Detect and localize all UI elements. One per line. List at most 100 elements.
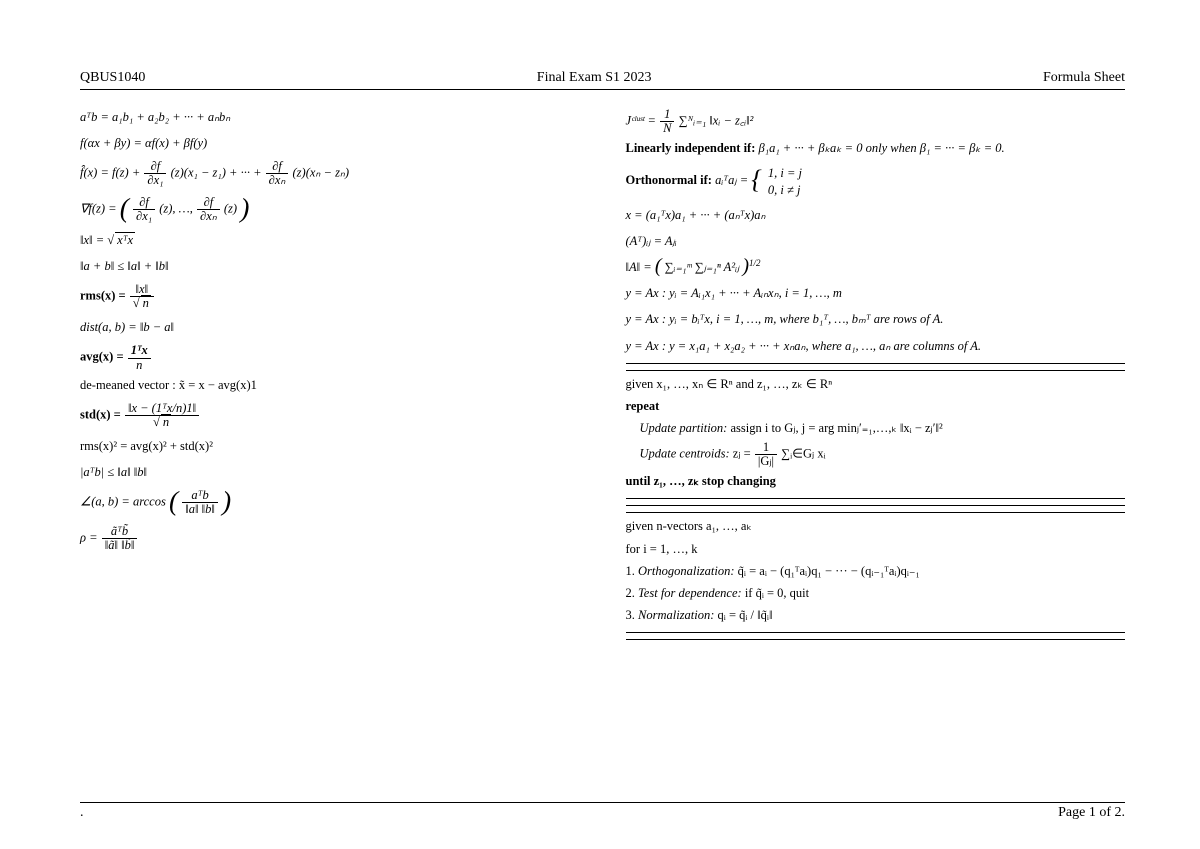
denom: ∂xₙ xyxy=(266,173,289,187)
text: (z)(xₙ − zₙ) xyxy=(293,166,350,180)
radical-icon xyxy=(107,233,114,247)
fraction: ‖x‖ n xyxy=(130,283,154,310)
label: Update centroids: xyxy=(640,447,733,461)
right-column: Jᶜˡᵘˢᵗ = 1 N ∑ᴺᵢ₌₁ ‖xᵢ − z꜀ᵢ‖² Linearly … xyxy=(626,108,1126,646)
paren-left: ( xyxy=(120,198,129,217)
kmeans-centroids: Update centroids: zⱼ = 1 |Gⱼ| ∑ᵢ∈Gⱼ xᵢ xyxy=(626,441,1126,468)
exponent: 1/2 xyxy=(749,258,761,268)
formula-norm: ‖x‖ = xᵀx xyxy=(80,231,580,249)
algorithm-gram-schmidt: given n-vectors a₁, …, aₖ for i = 1, …, … xyxy=(626,512,1126,633)
denom: n xyxy=(125,415,199,429)
kmeans-partition: Update partition: assign i to Gⱼ, j = ar… xyxy=(626,419,1126,437)
numer: 1 xyxy=(660,108,674,121)
fraction: 1ᵀx n xyxy=(128,344,151,371)
brace-icon: { xyxy=(751,171,762,189)
footer: . Page 1 of 2. xyxy=(80,798,1125,821)
text: ‖A‖ = xyxy=(626,260,655,274)
body: if q̃ᵢ = 0, quit xyxy=(745,586,809,600)
case-row: 0, i ≠ j xyxy=(768,182,802,198)
formula-demeaned: de-meaned vector : x̃ = x − avg(x)1 xyxy=(80,376,580,394)
formula-linearity: f(αx + βy) = αf(x) + βf(y) xyxy=(80,134,580,152)
formula-std: std(x) = ‖x − (1ᵀx/n)1‖ n xyxy=(80,402,580,429)
denom: N xyxy=(660,121,674,135)
formula-rms: rms(x) = ‖x‖ n xyxy=(80,283,580,310)
formula-cauchy: |aᵀb| ≤ ‖a‖ ‖b‖ xyxy=(80,463,580,481)
formula-angle: ∠(a, b) = arccos ( aᵀb ‖a‖ ‖b‖ ) xyxy=(80,489,580,516)
numer: ∂f xyxy=(266,160,289,173)
gs-for: for i = 1, …, k xyxy=(626,540,1126,558)
algorithm-kmeans: given x₁, …, xₙ ∈ Rⁿ and z₁, …, zₖ ∈ Rⁿ … xyxy=(626,370,1126,500)
label: Orthonormal if: xyxy=(626,174,716,188)
header-rule xyxy=(80,89,1125,90)
numer: 1 xyxy=(755,441,777,454)
text: Jᶜˡᵘˢᵗ = xyxy=(626,114,660,128)
left-column: aᵀb = a₁b₁ + a₂b₂ + ··· + aₙbₙ f(αx + βy… xyxy=(80,108,580,646)
formula-inner-product: aᵀb = a₁b₁ + a₂b₂ + ··· + aₙbₙ xyxy=(80,108,580,126)
formula-gradient: ∇f(z) = ( ∂f ∂x₁ (z), …, ∂f ∂xₙ (z) ) xyxy=(80,196,580,223)
text: ‖x‖ = xyxy=(80,233,107,247)
fraction: aᵀb ‖a‖ ‖b‖ xyxy=(182,489,218,516)
radicand: xᵀx xyxy=(115,232,135,247)
denom: ∂xₙ xyxy=(197,209,220,223)
num: 1. xyxy=(626,564,639,578)
body: qᵢ = q̃ᵢ / ‖q̃ᵢ‖ xyxy=(718,608,773,622)
footer-left: . xyxy=(80,805,84,821)
text: ρ = xyxy=(80,530,101,544)
numer: aᵀb xyxy=(182,489,218,502)
formula-ax-elem: y = Ax : yᵢ = Aᵢ₁x₁ + ··· + Aᵢₙxₙ, i = 1… xyxy=(626,284,1126,302)
formula-orthonormal: Orthonormal if: aᵢᵀaⱼ = { 1, i = j 0, i … xyxy=(626,165,1126,198)
text: f̂(x) = f(z) + xyxy=(80,166,143,180)
text: ∑ᴺᵢ₌₁ ‖xᵢ − z꜀ᵢ‖² xyxy=(679,114,754,128)
text: zⱼ = xyxy=(733,447,754,461)
numer: ∂f xyxy=(133,196,155,209)
numer: ∂f xyxy=(144,160,166,173)
gs-step3: 3. Normalization: qᵢ = q̃ᵢ / ‖q̃ᵢ‖ xyxy=(626,606,1126,624)
paren-left: ( xyxy=(655,259,662,273)
separator xyxy=(626,505,1126,506)
text: (z)(x₁ − z₁) + ··· + xyxy=(171,166,265,180)
paren-right: ) xyxy=(240,198,249,217)
formula-correlation: ρ = ãᵀb̃ ‖ã‖ ‖b̃‖ xyxy=(80,525,580,552)
body: assign i to Gⱼ, j = arg minⱼ′₌₁,…,ₖ ‖xᵢ … xyxy=(730,421,942,435)
text: ∇f(z) = xyxy=(80,201,120,215)
fraction: ∂f ∂xₙ xyxy=(197,196,220,223)
text: ∠(a, b) = arccos xyxy=(80,495,166,509)
separator xyxy=(626,363,1126,364)
formula-transpose: (Aᵀ)ᵢⱼ = Aⱼᵢ xyxy=(626,232,1126,250)
paren-right: ) xyxy=(742,259,749,273)
label: Update partition: xyxy=(640,421,731,435)
formula-frobenius: ‖A‖ = ( ∑ᵢ₌₁ᵐ ∑ⱼ₌₁ⁿ A²ᵢⱼ )1/2 xyxy=(626,258,1126,276)
text: until z₁, …, zₖ stop changing xyxy=(626,474,776,488)
num: 3. xyxy=(626,608,639,622)
label: Test for dependence: xyxy=(638,586,745,600)
text: rms(x) = xyxy=(80,289,129,303)
formula-ax-rows: y = Ax : yᵢ = bᵢᵀx, i = 1, …, m, where b… xyxy=(626,310,1126,328)
denom: ‖ã‖ ‖b̃‖ xyxy=(102,538,138,552)
gs-given: given n-vectors a₁, …, aₖ xyxy=(626,517,1126,535)
body: β₁a₁ + ··· + βₖaₖ = 0 only when β₁ = ···… xyxy=(759,141,1005,155)
header-left: QBUS1040 xyxy=(80,70,145,86)
gs-step2: 2. Test for dependence: if q̃ᵢ = 0, quit xyxy=(626,584,1126,602)
paren-left: ( xyxy=(169,491,178,510)
denom: n xyxy=(128,358,151,372)
formula-ax-cols: y = Ax : y = x₁a₁ + x₂a₂ + ··· + xₙaₙ, w… xyxy=(626,337,1126,355)
formula-triangle: ‖a + b‖ ≤ ‖a‖ + ‖b‖ xyxy=(80,257,580,275)
denom: ∂x₁ xyxy=(144,173,166,187)
denom: ‖a‖ ‖b‖ xyxy=(182,502,218,516)
formula-jclust: Jᶜˡᵘˢᵗ = 1 N ∑ᴺᵢ₌₁ ‖xᵢ − z꜀ᵢ‖² xyxy=(626,108,1126,135)
separator xyxy=(626,639,1126,640)
paren-right: ) xyxy=(222,491,231,510)
formula-decomp: x = (a₁ᵀx)a₁ + ··· + (aₙᵀx)aₙ xyxy=(626,206,1126,224)
fraction: ∂f ∂x₁ xyxy=(144,160,166,187)
formula-linind: Linearly independent if: β₁a₁ + ··· + βₖ… xyxy=(626,139,1126,157)
lhs: aᵢᵀaⱼ = xyxy=(715,174,751,188)
text: (z) xyxy=(224,201,237,215)
numer: ãᵀb̃ xyxy=(102,525,138,538)
body: q̃ᵢ = aᵢ − (q₁ᵀaᵢ)q₁ − ··· − (qᵢ₋₁ᵀaᵢ)qᵢ… xyxy=(738,564,920,578)
fraction: 1 |Gⱼ| xyxy=(755,441,777,468)
text: avg(x) = xyxy=(80,350,127,364)
text: (z), …, xyxy=(159,201,196,215)
label: Linearly independent if: xyxy=(626,141,759,155)
text: std(x) = xyxy=(80,407,124,421)
kmeans-until: until z₁, …, zₖ stop changing xyxy=(626,472,1126,490)
